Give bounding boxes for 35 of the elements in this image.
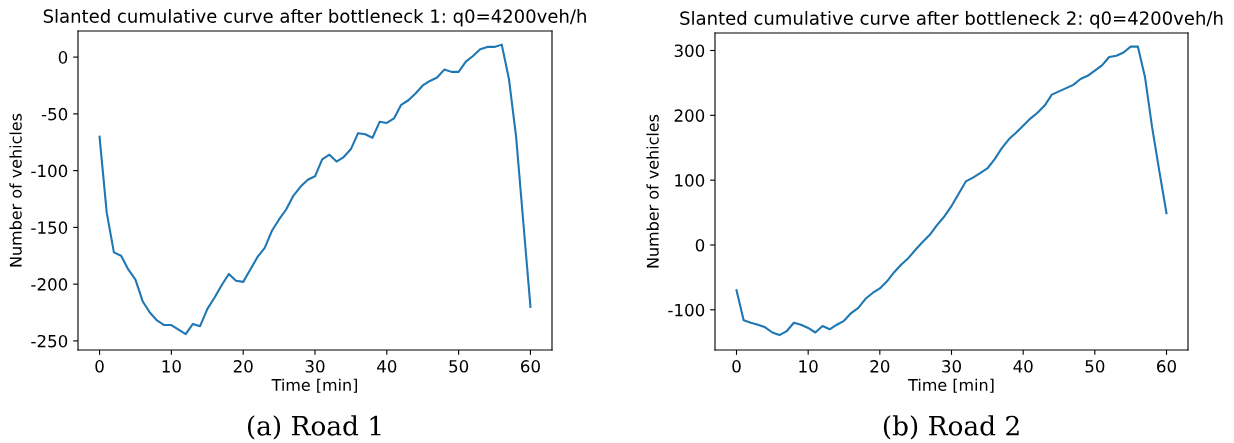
text: (a) Road 1 <box>247 415 381 440</box>
x-tick-label: 50 <box>1085 360 1105 373</box>
line-series <box>735 45 1168 337</box>
x-tick-label: 30 <box>942 360 961 373</box>
x-tick-label: 20 <box>870 360 890 373</box>
y-tick-label: -100 <box>668 303 705 317</box>
x-tick-label: 60 <box>521 360 540 373</box>
x-tick-label: 0 <box>95 360 104 373</box>
x-tick-label: 40 <box>377 360 397 373</box>
chart-title: Slanted cumulative curve after bottleneck 2: q0=4200veh/h <box>680 10 1223 29</box>
x-tick-label: 50 <box>449 360 469 373</box>
x-tick-label: 60 <box>1157 360 1176 373</box>
y-axis-title: Number of vehicles <box>646 114 659 268</box>
line-series <box>98 43 532 336</box>
y-tick-label: 0 <box>695 238 705 252</box>
y-tick-label: 200 <box>674 109 705 122</box>
text: (b) Road 2 <box>883 415 1019 440</box>
y-tick-label: 100 <box>675 174 705 187</box>
y-tick-label: -50 <box>41 107 68 121</box>
x-axis-title: Time [min] <box>908 378 994 393</box>
y-axis-title: Number of vehicles <box>9 113 22 267</box>
x-tick-label: 30 <box>305 360 325 373</box>
y-tick-label: 0 <box>58 51 68 64</box>
x-tick-label: 10 <box>799 360 818 373</box>
chart-title: Slanted cumulative curve after bottleneck 1: q0=4200veh/h <box>43 8 586 27</box>
y-tick-label: -200 <box>31 278 68 291</box>
x-tick-label: 20 <box>233 360 253 373</box>
x-tick-label: 0 <box>732 360 741 373</box>
x-axis-title: Time [min] <box>271 378 357 393</box>
y-tick-label: -100 <box>31 164 68 178</box>
x-tick-label: 40 <box>1013 360 1033 373</box>
y-tick-label: -150 <box>31 221 68 234</box>
x-tick-label: 10 <box>162 360 181 373</box>
y-tick-label: -250 <box>31 334 68 348</box>
y-tick-label: 300 <box>674 44 705 58</box>
